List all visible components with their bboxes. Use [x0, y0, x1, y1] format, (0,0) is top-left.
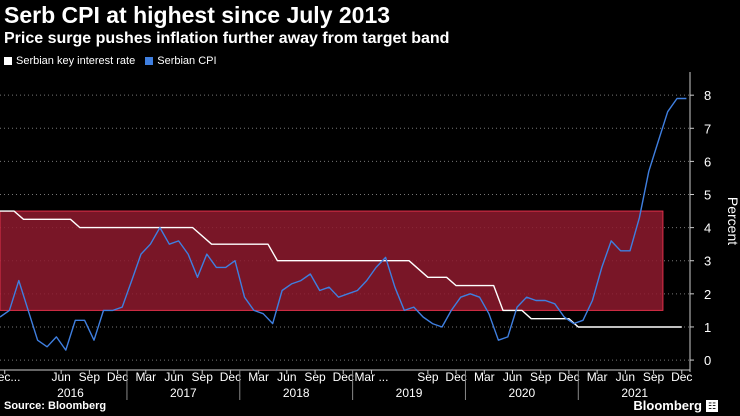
- y-tick-label: 3: [704, 254, 711, 269]
- x-year-label: 2021: [621, 386, 648, 400]
- x-tick-label: Mar: [474, 370, 495, 384]
- chart-icon: ☷: [706, 399, 718, 412]
- x-year-label: 2016: [57, 386, 84, 400]
- y-tick-label: 0: [704, 353, 711, 368]
- series-line-key-rate: [0, 210, 682, 328]
- series-line-cpi: [0, 97, 687, 351]
- x-tick-label: Sep: [304, 370, 326, 384]
- y-tick-label: 8: [704, 88, 711, 103]
- x-year-label: 2019: [396, 386, 423, 400]
- y-tick-label: 2: [704, 287, 711, 302]
- x-tick-label: Jun: [164, 370, 183, 384]
- x-tick-label: Dec: [445, 370, 466, 384]
- y-tick-label: 5: [704, 188, 711, 203]
- x-tick-label: Jun: [51, 370, 70, 384]
- x-tick-label: Mar ...: [354, 370, 388, 384]
- x-year-label: 2018: [283, 386, 310, 400]
- source-note: Source: Bloomberg: [4, 400, 107, 412]
- x-tick-label: Dec: [107, 370, 128, 384]
- legend-label-cpi: Serbian CPI: [157, 55, 217, 67]
- chart-subtitle: Price surge pushes inflation further awa…: [4, 30, 450, 47]
- y-axis-label: Percent: [725, 197, 740, 245]
- x-tick-label: Dec...: [0, 370, 20, 384]
- x-tick-label: Dec: [558, 370, 579, 384]
- x-tick-label: Jun: [277, 370, 296, 384]
- legend: Serbian key interest rate Serbian CPI: [4, 55, 217, 67]
- y-tick-label: 1: [704, 320, 711, 335]
- brand-text: Bloomberg: [633, 398, 702, 413]
- x-tick-label: Mar: [135, 370, 156, 384]
- y-tick-label: 7: [704, 121, 711, 136]
- x-tick-label: Sep: [417, 370, 439, 384]
- x-tick-label: Mar: [248, 370, 269, 384]
- x-tick-label: Jun: [503, 370, 522, 384]
- y-tick-label: 6: [704, 154, 711, 169]
- x-tick-label: Dec: [220, 370, 241, 384]
- legend-swatch-cpi: [145, 57, 154, 65]
- x-year-label: 2020: [509, 386, 536, 400]
- x-tick-label: Sep: [643, 370, 665, 384]
- legend-label-rate: Serbian key interest rate: [16, 55, 136, 67]
- x-tick-label: Sep: [192, 370, 214, 384]
- x-tick-label: Mar: [587, 370, 608, 384]
- x-tick-label: Jun: [616, 370, 635, 384]
- x-tick-label: Sep: [530, 370, 552, 384]
- y-tick-label: 4: [704, 221, 711, 236]
- x-year-label: 2017: [170, 386, 197, 400]
- legend-item-rate: Serbian key interest rate: [4, 55, 135, 67]
- legend-swatch-rate: [4, 57, 12, 65]
- x-tick-label: Sep: [79, 370, 101, 384]
- legend-item-cpi: Serbian CPI: [145, 55, 217, 67]
- x-tick-label: Dec: [333, 370, 354, 384]
- x-tick-label: Dec: [671, 370, 692, 384]
- brand-logo: Bloomberg ☷: [633, 398, 718, 413]
- chart-title: Serb CPI at highest since July 2013: [4, 2, 391, 28]
